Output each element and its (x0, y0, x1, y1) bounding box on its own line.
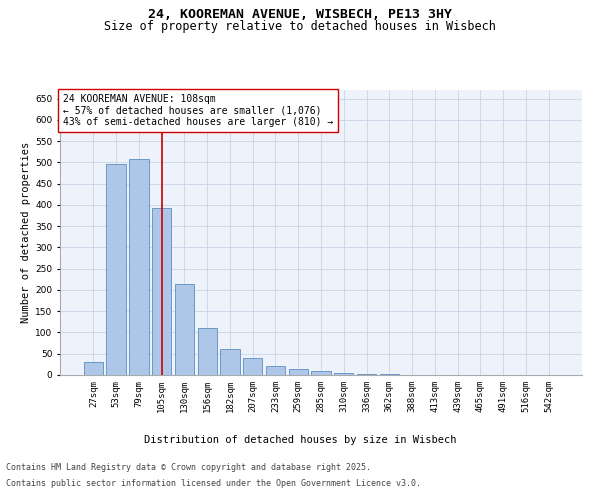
Text: Contains HM Land Registry data © Crown copyright and database right 2025.: Contains HM Land Registry data © Crown c… (6, 464, 371, 472)
Text: 24, KOOREMAN AVENUE, WISBECH, PE13 3HY: 24, KOOREMAN AVENUE, WISBECH, PE13 3HY (148, 8, 452, 20)
Bar (220, 348, 239, 375)
Text: Contains public sector information licensed under the Open Government Licence v3: Contains public sector information licen… (6, 478, 421, 488)
Text: Distribution of detached houses by size in Wisbech: Distribution of detached houses by size … (144, 435, 456, 445)
Bar (357, 374, 376, 375)
Bar (84, 362, 103, 375)
Y-axis label: Number of detached properties: Number of detached properties (21, 142, 31, 323)
Bar (266, 366, 285, 375)
Text: 24 KOOREMAN AVENUE: 108sqm
← 57% of detached houses are smaller (1,076)
43% of s: 24 KOOREMAN AVENUE: 108sqm ← 57% of deta… (62, 94, 333, 128)
Bar (311, 370, 331, 375)
Bar (289, 369, 308, 375)
Bar (129, 160, 149, 375)
Bar (334, 373, 353, 375)
Bar (380, 374, 399, 375)
Text: Size of property relative to detached houses in Wisbech: Size of property relative to detached ho… (104, 20, 496, 33)
Bar (152, 208, 172, 375)
Bar (197, 328, 217, 375)
Bar (175, 284, 194, 375)
Bar (243, 358, 262, 375)
Bar (106, 164, 126, 375)
